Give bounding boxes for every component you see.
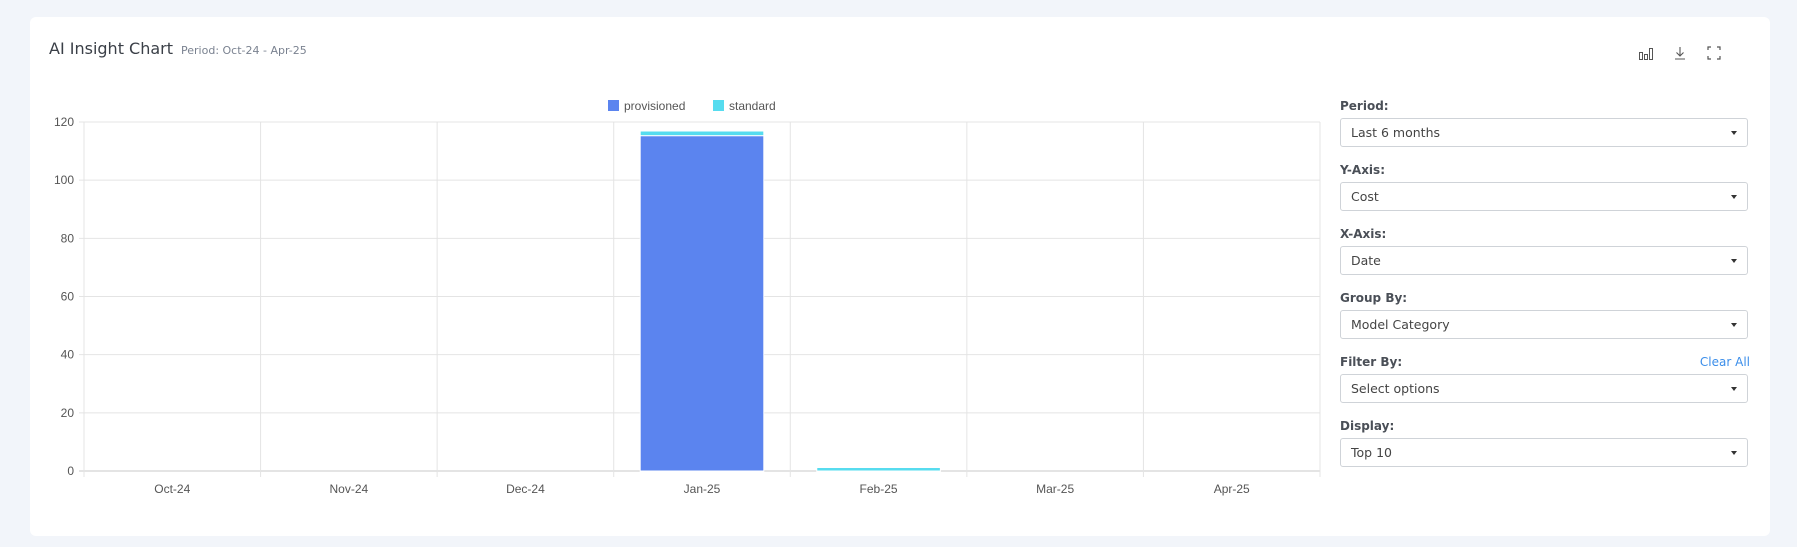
- legend-label: standard: [729, 99, 776, 113]
- toolbar: [1638, 45, 1722, 61]
- x-tick-label: Mar-25: [1036, 482, 1074, 496]
- select-value: Cost: [1351, 189, 1379, 204]
- title-text: AI Insight Chart: [49, 39, 174, 58]
- select-value: Model Category: [1351, 317, 1450, 332]
- caret-down-icon: [1731, 387, 1737, 391]
- chart-card: AI Insight Chart Period: Oct-24 - Apr-25 …: [30, 17, 1770, 536]
- dropdown-select[interactable]: Model Category: [1340, 310, 1748, 339]
- x-tick-label: Jan-25: [684, 482, 721, 496]
- dropdown-select[interactable]: Top 10: [1340, 438, 1748, 467]
- control-label: Display:: [1340, 419, 1395, 433]
- x-tick-label: Apr-25: [1214, 482, 1250, 496]
- bar-standard: [639, 130, 765, 137]
- select-value: Last 6 months: [1351, 125, 1441, 140]
- fullscreen-icon[interactable]: [1706, 45, 1722, 61]
- control-label: X-Axis:: [1340, 227, 1387, 241]
- legend-swatch-provisioned: [608, 100, 619, 111]
- legend-label: provisioned: [624, 99, 685, 113]
- control-label: Group By:: [1340, 291, 1408, 305]
- dropdown-select[interactable]: Date: [1340, 246, 1748, 275]
- dropdown-select[interactable]: Cost: [1340, 182, 1748, 211]
- download-icon[interactable]: [1672, 45, 1688, 61]
- y-tick-label: 0: [67, 464, 74, 478]
- select-value: Top 10: [1351, 445, 1392, 460]
- x-tick-label: Dec-24: [506, 482, 545, 496]
- y-tick-label: 60: [61, 290, 75, 304]
- control-label: Filter By:: [1340, 355, 1403, 369]
- bar-chart: 0 20 40 60 80 100 120 Oct-24 Nov-24 Dec-24 Jan-25 F…: [54, 99, 1321, 496]
- x-tick-label: Feb-25: [860, 482, 898, 496]
- select-value: Select options: [1351, 381, 1440, 396]
- dropdown-select[interactable]: Select options: [1340, 374, 1748, 403]
- caret-down-icon: [1731, 131, 1737, 135]
- control-label: Y-Axis:: [1340, 163, 1385, 177]
- x-tick-label: Oct-24: [154, 482, 190, 496]
- x-tick-label: Nov-24: [330, 482, 369, 496]
- period-subtitle: Period: Oct-24 - Apr-25: [181, 44, 307, 57]
- chart-title: AI Insight Chart Period: Oct-24 - Apr-25: [49, 39, 307, 58]
- caret-down-icon: [1731, 259, 1737, 263]
- control-label: Period:: [1340, 99, 1389, 113]
- bar-standard: [816, 467, 941, 472]
- y-tick-label: 80: [61, 231, 75, 245]
- caret-down-icon: [1731, 195, 1737, 199]
- y-tick-label: 120: [54, 115, 74, 129]
- clear-all-link[interactable]: Clear All: [1699, 355, 1750, 369]
- dropdown-select[interactable]: Last 6 months: [1340, 118, 1748, 147]
- select-value: Date: [1351, 253, 1381, 268]
- bar-provisioned: [639, 135, 765, 472]
- y-tick-label: 20: [61, 406, 75, 420]
- y-tick-label: 40: [61, 348, 75, 362]
- caret-down-icon: [1731, 451, 1737, 455]
- legend-swatch-standard: [713, 100, 724, 111]
- y-tick-label: 100: [54, 173, 74, 187]
- caret-down-icon: [1731, 323, 1737, 327]
- bar-chart-icon[interactable]: [1638, 45, 1654, 61]
